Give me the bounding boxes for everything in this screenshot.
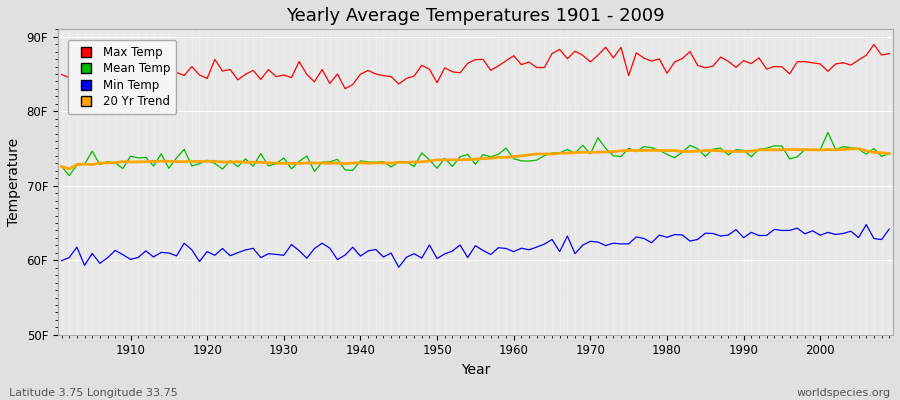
20 Yr Trend [516, 154, 526, 158]
20 Yr Trend [64, 167, 75, 172]
Mean Temp [516, 158, 526, 163]
Mean Temp [884, 151, 895, 156]
Line: Mean Temp: Mean Temp [61, 132, 889, 176]
20 Yr Trend [56, 164, 67, 169]
Text: Latitude 3.75 Longitude 33.75: Latitude 3.75 Longitude 33.75 [9, 388, 178, 398]
Min Temp [608, 241, 618, 246]
Min Temp [516, 246, 526, 251]
Mean Temp [293, 159, 304, 164]
Mean Temp [608, 153, 618, 158]
Min Temp [332, 257, 343, 262]
Min Temp [118, 252, 129, 257]
20 Yr Trend [125, 160, 136, 164]
20 Yr Trend [293, 161, 304, 166]
Text: worldspecies.org: worldspecies.org [796, 388, 891, 398]
Title: Yearly Average Temperatures 1901 - 2009: Yearly Average Temperatures 1901 - 2009 [286, 7, 665, 25]
Max Temp [56, 72, 67, 77]
Max Temp [868, 42, 879, 47]
Mean Temp [125, 154, 136, 158]
Max Temp [608, 56, 618, 60]
20 Yr Trend [884, 151, 895, 156]
Max Temp [508, 53, 519, 58]
Line: Max Temp: Max Temp [61, 44, 889, 89]
Max Temp [118, 72, 129, 77]
Min Temp [56, 258, 67, 263]
Max Temp [332, 72, 343, 76]
20 Yr Trend [608, 149, 618, 154]
Mean Temp [339, 168, 350, 172]
Max Temp [516, 62, 526, 67]
Min Temp [393, 265, 404, 270]
20 Yr Trend [853, 146, 864, 151]
Mean Temp [64, 173, 75, 178]
Min Temp [884, 227, 895, 232]
Mean Temp [56, 164, 67, 169]
20 Yr Trend [339, 161, 350, 166]
Min Temp [508, 249, 519, 254]
Max Temp [339, 86, 350, 91]
Max Temp [884, 51, 895, 56]
Min Temp [286, 242, 297, 247]
20 Yr Trend [508, 154, 519, 159]
Line: Min Temp: Min Temp [61, 225, 889, 267]
Min Temp [860, 222, 871, 227]
Mean Temp [508, 156, 519, 161]
Y-axis label: Temperature: Temperature [7, 138, 21, 226]
Mean Temp [823, 130, 833, 135]
Line: 20 Yr Trend: 20 Yr Trend [61, 149, 889, 169]
Legend: Max Temp, Mean Temp, Min Temp, 20 Yr Trend: Max Temp, Mean Temp, Min Temp, 20 Yr Tre… [68, 40, 176, 114]
X-axis label: Year: Year [461, 363, 491, 377]
Max Temp [286, 75, 297, 80]
